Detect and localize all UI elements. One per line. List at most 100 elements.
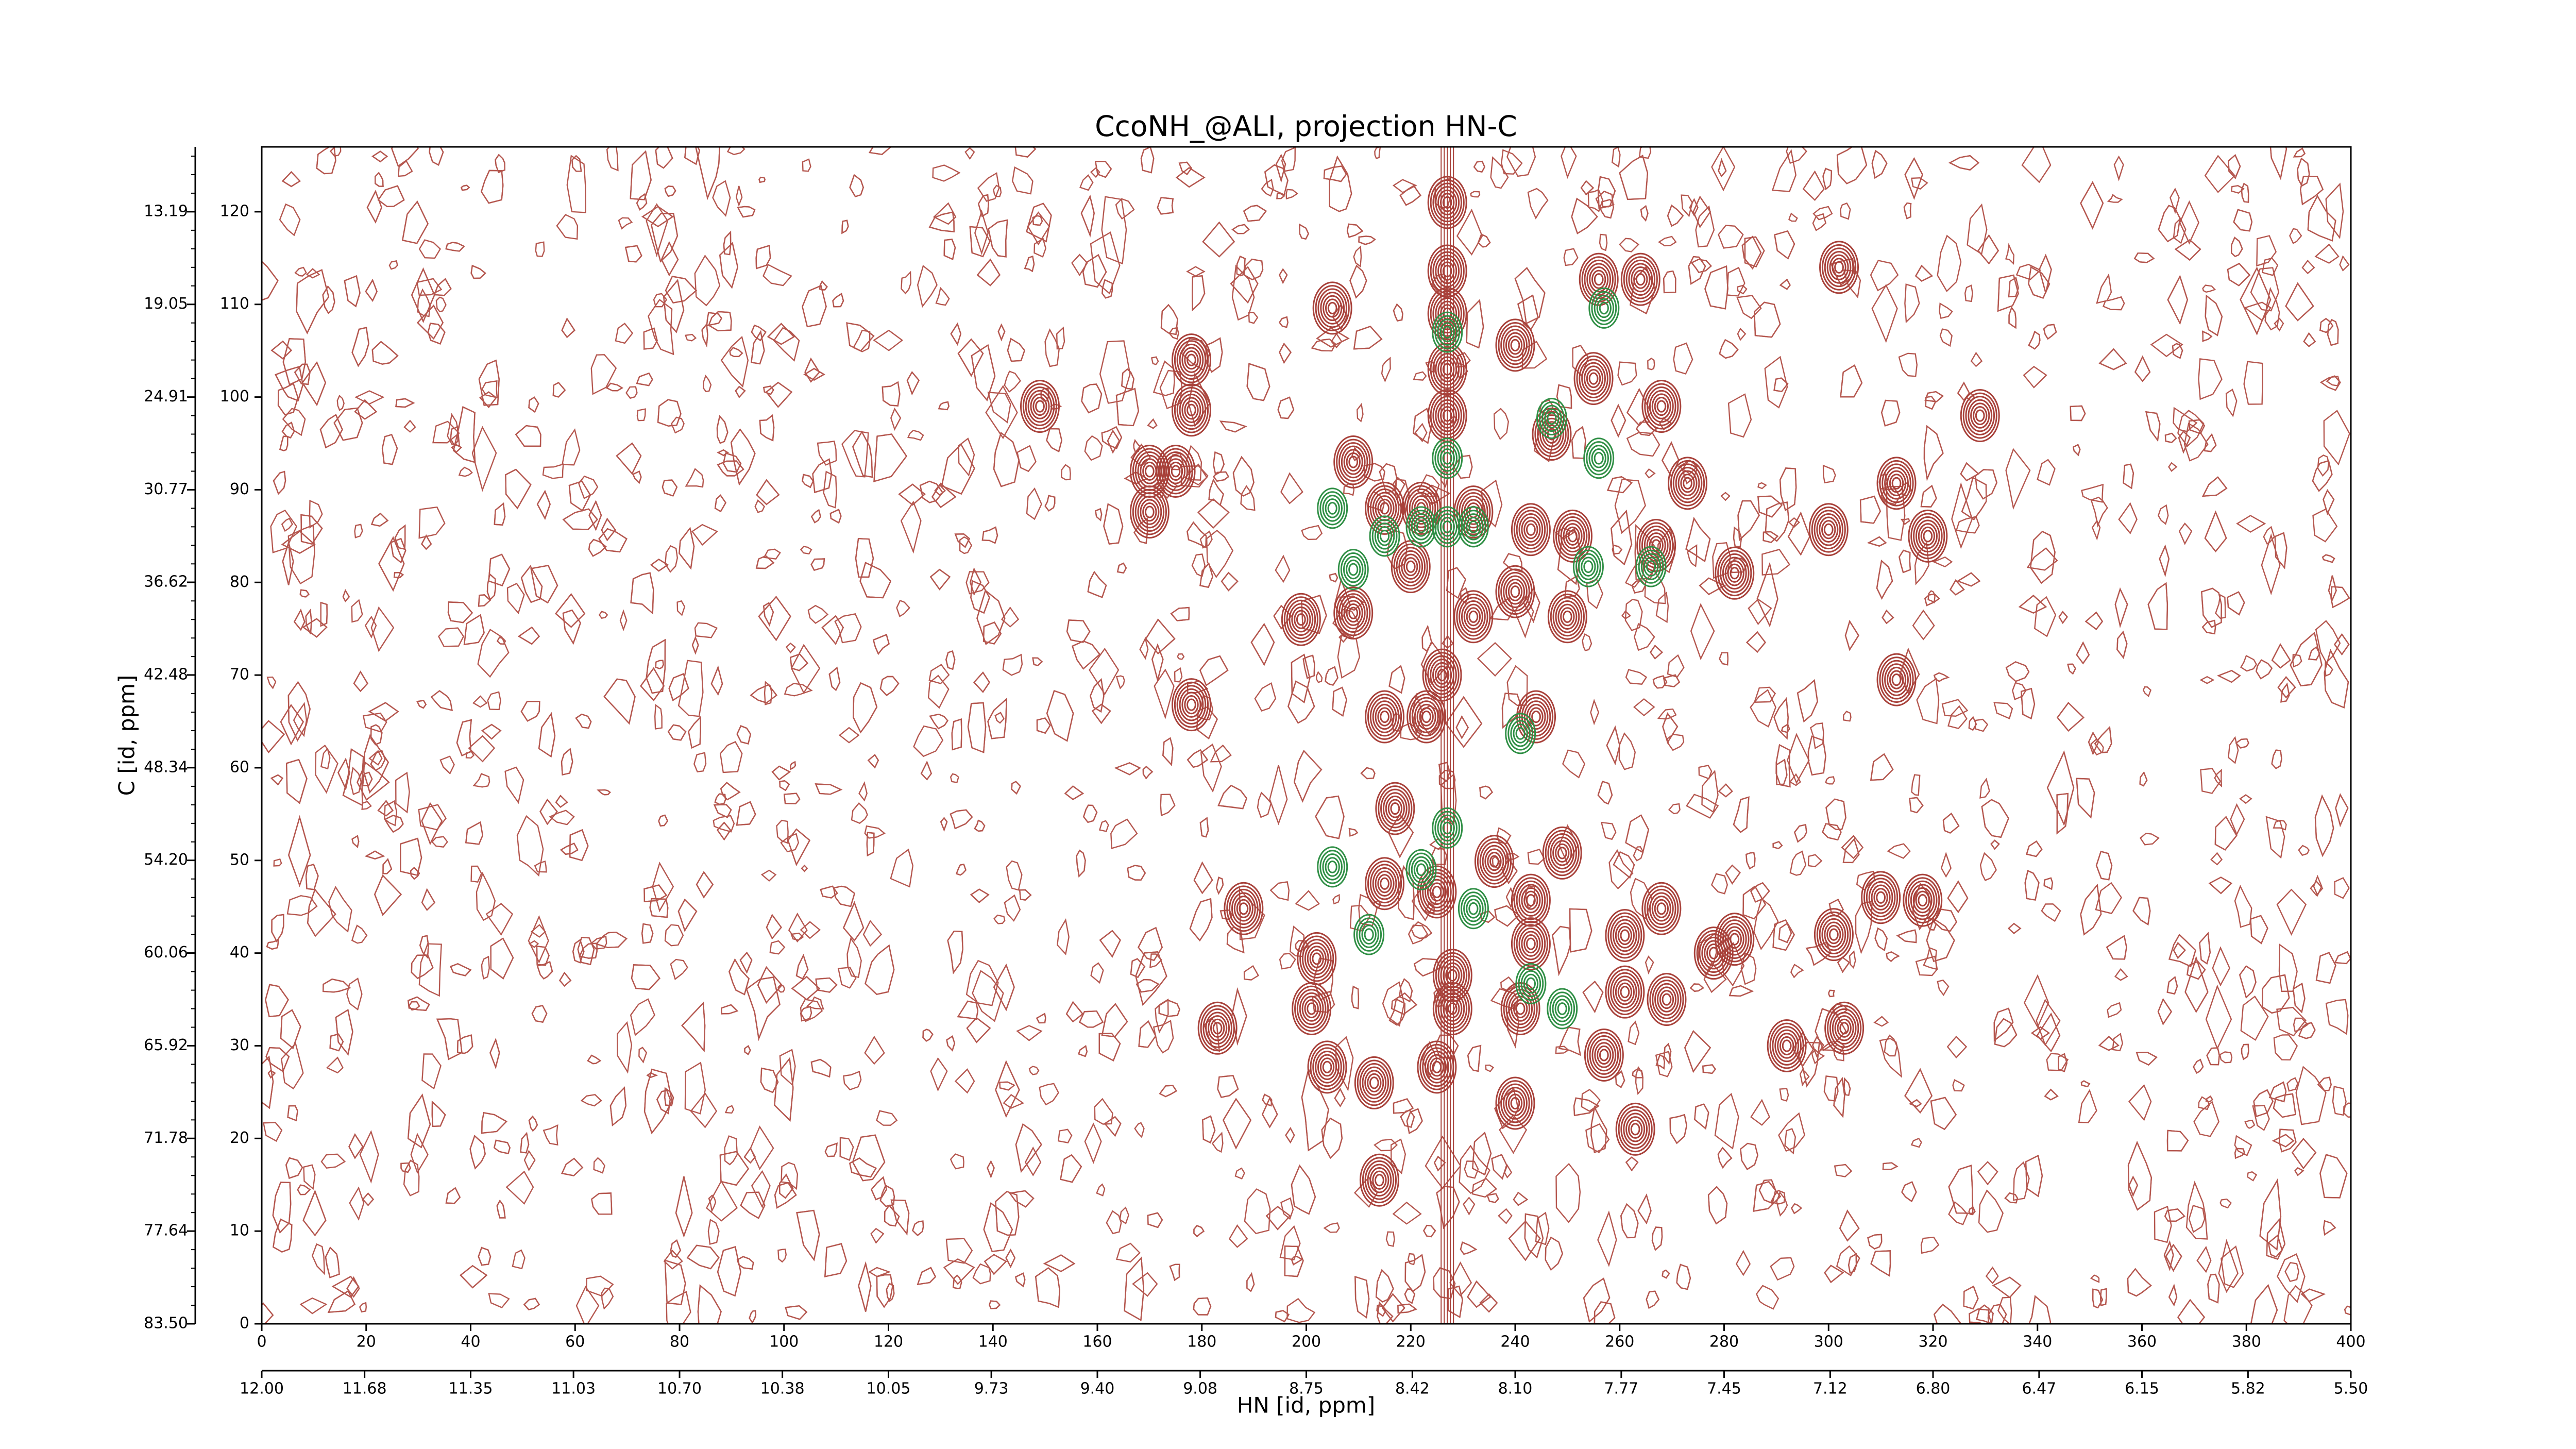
noise-contour xyxy=(2170,188,2180,214)
noise-contour xyxy=(1704,265,1728,310)
noise-contour xyxy=(2024,869,2040,901)
peak-contour xyxy=(1299,992,1324,1025)
peak-contour xyxy=(1536,397,1567,439)
peak-contour xyxy=(1516,880,1546,920)
noise-contour xyxy=(1624,599,1643,631)
noise-contour xyxy=(705,1180,738,1222)
peak-contour xyxy=(1434,441,1461,476)
noise-contour xyxy=(2284,1261,2299,1283)
peak-contour xyxy=(1677,470,1698,497)
noise-contour xyxy=(1016,445,1037,473)
noise-contour xyxy=(1506,665,1528,706)
noise-contour xyxy=(302,1189,327,1237)
noise-contour xyxy=(349,1186,365,1221)
peak-contour xyxy=(1405,849,1437,890)
peak-contour xyxy=(1463,603,1483,630)
noise-contour xyxy=(494,502,506,526)
noise-contour xyxy=(1932,556,1953,568)
noise-contour xyxy=(655,660,664,669)
peak-contour xyxy=(1905,877,1940,924)
noise-contour xyxy=(384,815,404,833)
noise-contour xyxy=(2301,260,2315,275)
noise-contour xyxy=(1377,1301,1394,1324)
noise-contour xyxy=(2256,235,2277,267)
noise-contour xyxy=(1193,861,1213,895)
peak-contour xyxy=(1430,179,1465,226)
noise-contour xyxy=(476,872,496,921)
noise-contour xyxy=(1494,905,1520,927)
peak-contour xyxy=(1380,502,1389,515)
peak-contour xyxy=(1970,402,1990,429)
noise-contour xyxy=(791,975,821,1001)
noise-contour xyxy=(1219,420,1247,433)
peak-contour xyxy=(1531,710,1541,723)
noise-contour xyxy=(1841,835,1864,860)
noise-contour xyxy=(759,414,775,442)
noise-contour xyxy=(520,1132,530,1154)
peak-contour xyxy=(1554,999,1570,1019)
peak-contour xyxy=(1495,318,1535,372)
noise-contour xyxy=(362,1192,375,1206)
noise-contour xyxy=(959,536,973,554)
noise-contour xyxy=(348,1133,364,1159)
noise-contour xyxy=(1269,881,1290,901)
noise-contour xyxy=(650,213,679,263)
peak-contour xyxy=(1837,1018,1852,1038)
noise-contour xyxy=(1611,403,1626,438)
noise-contour xyxy=(1071,254,1088,277)
noise-contour xyxy=(1745,631,1766,653)
noise-contour xyxy=(523,1298,540,1310)
noise-contour xyxy=(2013,1161,2030,1201)
noise-contour xyxy=(632,470,642,484)
noise-contour xyxy=(362,712,387,733)
noise-contour xyxy=(1909,797,1924,814)
noise-contour xyxy=(357,762,390,801)
x2-tick-label: 5.50 xyxy=(2334,1380,2368,1398)
noise-contour xyxy=(421,888,436,911)
peak-contour xyxy=(1708,947,1719,959)
peak-contour xyxy=(1372,700,1397,733)
noise-contour xyxy=(1008,1190,1035,1208)
y-tick-label: 120 xyxy=(220,202,249,220)
noise-contour xyxy=(328,885,352,933)
noise-contour xyxy=(1262,1093,1273,1107)
noise-contour xyxy=(1753,898,1779,951)
noise-contour xyxy=(1666,733,1685,751)
peak-contour xyxy=(1824,247,1854,288)
peak-contour xyxy=(1440,406,1455,426)
noise-contour xyxy=(1363,463,1385,482)
peak-contour xyxy=(1706,943,1721,963)
peak-contour xyxy=(1179,343,1204,377)
noise-contour xyxy=(1193,1297,1212,1316)
noise-contour xyxy=(1669,1114,1688,1144)
noise-contour xyxy=(2218,1239,2239,1293)
noise-contour xyxy=(1277,396,1295,419)
noise-contour xyxy=(316,147,336,175)
noise-contour xyxy=(2043,877,2054,890)
noise-contour xyxy=(1311,338,1336,352)
noise-contour xyxy=(505,468,532,510)
peak-contour xyxy=(1231,892,1256,925)
noise-contour xyxy=(445,242,465,252)
x2-tick-label: 6.47 xyxy=(2022,1380,2056,1398)
peak-contour xyxy=(1521,931,1541,957)
peak-contour xyxy=(1635,273,1646,286)
noise-contour xyxy=(1178,161,1193,176)
noise-contour xyxy=(1964,284,1973,302)
noise-contour xyxy=(2058,611,2068,625)
noise-contour xyxy=(1413,371,1427,381)
peak-contour xyxy=(1515,1002,1526,1015)
noise-contour xyxy=(293,702,308,737)
noise-contour xyxy=(1508,1220,1541,1261)
noise-contour xyxy=(588,538,607,557)
noise-contour xyxy=(2166,1130,2189,1152)
noise-contour xyxy=(2041,903,2061,922)
noise-contour xyxy=(762,263,792,287)
noise-contour xyxy=(1199,817,1209,838)
noise-contour xyxy=(561,317,575,339)
noise-contour xyxy=(2235,738,2249,749)
peak-contour xyxy=(1377,498,1392,518)
peak-contour xyxy=(1568,530,1578,543)
noise-contour xyxy=(407,1093,431,1149)
noise-contour xyxy=(719,1151,750,1186)
